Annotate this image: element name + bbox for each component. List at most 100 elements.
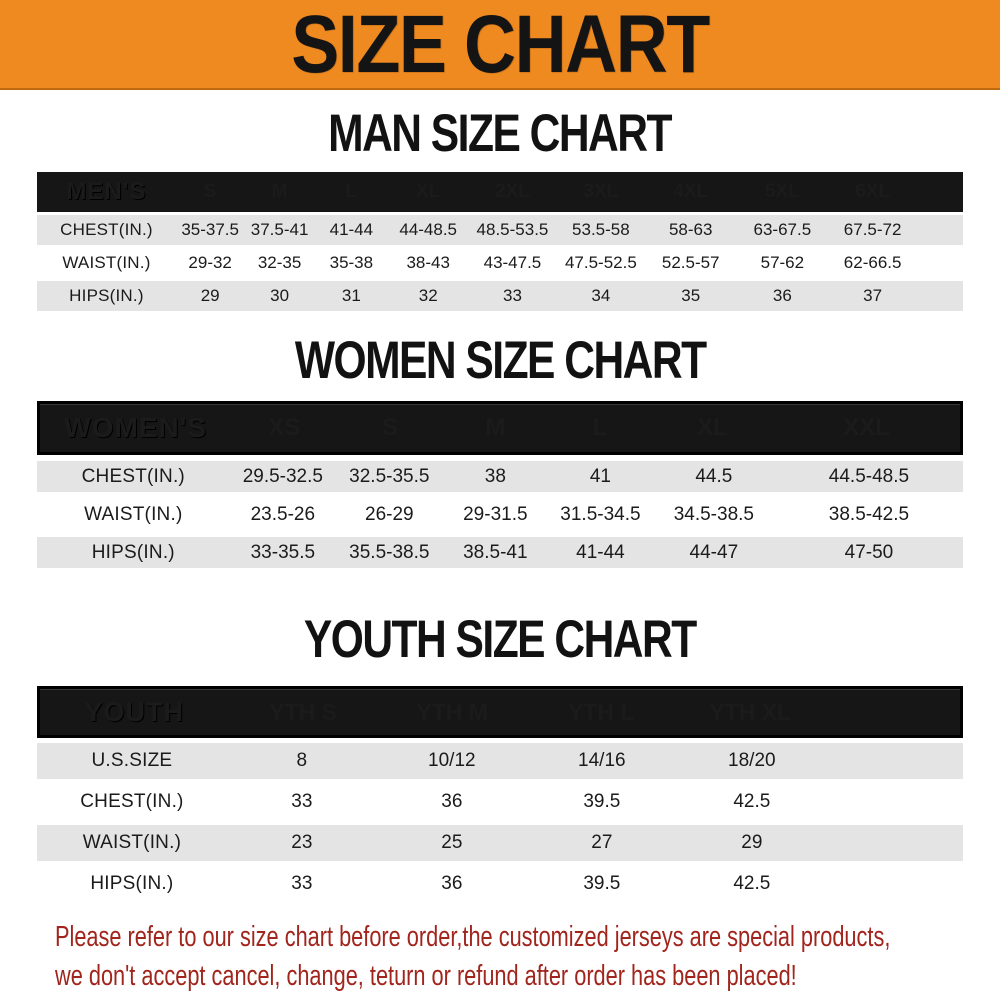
women-header-label: WOMEN'S xyxy=(64,412,208,443)
men-row-2-value-4: 33 xyxy=(502,286,522,305)
men-table-header: MEN'S S M L XL 2XL 3XL 4XL 5XL 6XL xyxy=(37,172,963,212)
women-row-1-value-0: 23.5-26 xyxy=(250,503,316,525)
women-row-0-value-5: 44.5-48.5 xyxy=(828,465,910,487)
order-policy-line-1-text: Please refer to our size chart before or… xyxy=(55,921,891,953)
men-row-1-value-4: 43-47.5 xyxy=(483,253,542,272)
women-row-2-value-2: 38.5-41 xyxy=(463,541,528,563)
men-row-2: HIPS(IN.) 29 30 31 32 33 34 35 36 37 xyxy=(37,281,963,311)
women-column-header-5: XXL xyxy=(843,414,890,441)
men-row-1-value-5: 47.5-52.5 xyxy=(564,253,637,272)
men-row-1-label: WAIST(IN.) xyxy=(62,253,151,272)
youth-row-3-label: HIPS(IN.) xyxy=(90,873,174,894)
women-row-0-label: CHEST(IN.) xyxy=(81,465,185,487)
youth-row-3-value-1: 36 xyxy=(441,873,463,894)
men-column-header-2: L xyxy=(345,181,358,202)
women-row-2-label: HIPS(IN.) xyxy=(91,541,175,563)
youth-row-0-value-2: 14/16 xyxy=(578,750,626,771)
youth-row-2: WAIST(IN.) 23 25 27 29 xyxy=(37,825,963,861)
women-row-0-value-1: 32.5-35.5 xyxy=(349,465,430,487)
women-column-header-2: M xyxy=(485,414,506,441)
youth-row-2-value-3: 29 xyxy=(741,832,763,853)
men-row-2-value-6: 35 xyxy=(681,286,701,305)
youth-row-1-value-0: 33 xyxy=(291,791,313,812)
men-row-0-value-3: 44-48.5 xyxy=(399,220,458,239)
order-policy-note: Please refer to our size chart before or… xyxy=(55,920,1000,998)
youth-row-2-value-2: 27 xyxy=(591,832,613,853)
women-row-1-value-4: 34.5-38.5 xyxy=(673,503,754,525)
youth-section-title-text: YOUTH SIZE CHART xyxy=(304,608,697,669)
women-column-header-1: S xyxy=(382,414,399,441)
women-table-header: WOMEN'S XS S M L XL XXL xyxy=(37,401,963,455)
youth-row-2-value-1: 25 xyxy=(441,832,463,853)
men-header-label: MEN'S xyxy=(66,178,147,205)
women-column-header-0: XS xyxy=(268,414,301,441)
men-row-0-value-7: 63-67.5 xyxy=(753,220,812,239)
women-row-1-value-1: 26-29 xyxy=(365,503,414,525)
men-column-header-6: 4XL xyxy=(673,181,709,202)
youth-row-2-label: WAIST(IN.) xyxy=(82,832,182,853)
men-row-2-value-2: 31 xyxy=(341,286,361,305)
men-row-1-value-0: 29-32 xyxy=(188,253,232,272)
women-row-0-value-0: 29.5-32.5 xyxy=(242,465,323,487)
men-column-header-4: 2XL xyxy=(495,181,530,202)
youth-row-3-value-3: 42.5 xyxy=(733,873,771,894)
women-row-0-value-2: 38 xyxy=(484,465,506,487)
women-section-title: WOMEN SIZE CHART xyxy=(0,329,1000,390)
men-section-title: MAN SIZE CHART xyxy=(0,102,1000,163)
youth-row-0-label: U.S.SIZE xyxy=(91,750,173,771)
men-row-1-value-1: 32-35 xyxy=(257,253,302,272)
youth-row-3-value-2: 39.5 xyxy=(583,873,621,894)
men-section-title-text: MAN SIZE CHART xyxy=(328,102,673,163)
men-row-0: CHEST(IN.) 35-37.5 37.5-41 41-44 44-48.5 48.5… xyxy=(37,215,963,245)
women-row-1-value-5: 38.5-42.5 xyxy=(828,503,910,525)
women-row-0-value-4: 44.5 xyxy=(695,465,733,487)
men-column-header-1: M xyxy=(271,181,288,202)
men-row-0-value-4: 48.5-53.5 xyxy=(476,220,549,239)
men-row-2-value-1: 30 xyxy=(270,286,290,305)
youth-row-3: HIPS(IN.) 33 36 39.5 42.5 xyxy=(37,866,963,902)
order-policy-line-2: we don't accept cancel, change, teturn o… xyxy=(55,959,1000,998)
youth-row-2-value-0: 23 xyxy=(291,832,313,853)
youth-column-header-2: YTH L xyxy=(567,698,635,725)
men-column-header-7: 5XL xyxy=(764,181,800,202)
men-row-1-value-7: 57-62 xyxy=(760,253,805,272)
men-row-1-value-2: 35-38 xyxy=(329,253,374,272)
youth-column-header-1: YTH M xyxy=(416,698,488,725)
men-row-2-value-7: 36 xyxy=(772,286,792,305)
men-row-1: WAIST(IN.) 29-32 32-35 35-38 38-43 43-47.5 47.… xyxy=(37,248,963,278)
women-size-table: WOMEN'S XS S M L XL XXL CHEST(IN.) 29.5-32.5 32.5… xyxy=(37,401,963,568)
youth-row-1-value-2: 39.5 xyxy=(583,791,621,812)
order-policy-line-1: Please refer to our size chart before or… xyxy=(55,920,1000,959)
women-row-0-value-3: 41 xyxy=(589,465,611,487)
youth-row-0: U.S.SIZE 8 10/12 14/16 18/20 xyxy=(37,743,963,779)
men-column-header-8: 6XL xyxy=(855,181,891,202)
women-row-1: WAIST(IN.) 23.5-26 26-29 29-31.5 31.5-34.5 34… xyxy=(37,499,963,530)
women-row-2-value-0: 33-35.5 xyxy=(250,541,316,563)
women-row-0: CHEST(IN.) 29.5-32.5 32.5-35.5 38 41 44.5 44.5… xyxy=(37,461,963,492)
men-row-2-value-5: 34 xyxy=(591,286,611,305)
youth-column-header-0: YTH S xyxy=(269,698,337,725)
men-row-2-value-8: 37 xyxy=(863,286,883,305)
women-section: WOMEN SIZE CHART WOMEN'S XS S M L XL XXL CHEST(… xyxy=(0,329,1000,568)
youth-header-label: YOUTH xyxy=(84,696,185,727)
women-row-2-value-5: 47-50 xyxy=(844,541,894,563)
men-row-2-value-0: 29 xyxy=(200,286,220,305)
women-row-2-value-3: 41-44 xyxy=(576,541,625,563)
women-row-1-label: WAIST(IN.) xyxy=(84,503,183,525)
men-size-table: MEN'S S M L XL 2XL 3XL 4XL 5XL 6XL CHEST(IN.) 35-37… xyxy=(37,172,963,311)
men-column-header-0: S xyxy=(203,181,217,202)
women-row-1-value-3: 31.5-34.5 xyxy=(560,503,641,525)
youth-size-table: YOUTH YTH S YTH M YTH L YTH XL U.S.SIZE 8 10/12… xyxy=(37,686,963,902)
women-section-title-text: WOMEN SIZE CHART xyxy=(294,329,707,390)
men-row-0-value-1: 37.5-41 xyxy=(250,220,309,239)
order-policy-line-2-text: we don't accept cancel, change, teturn o… xyxy=(55,960,797,992)
women-column-header-3: L xyxy=(592,414,608,441)
women-row-2-value-1: 35.5-38.5 xyxy=(349,541,430,563)
youth-row-1-label: CHEST(IN.) xyxy=(80,791,184,812)
women-row-2: HIPS(IN.) 33-35.5 35.5-38.5 38.5-41 41-44 44-… xyxy=(37,537,963,568)
men-row-0-value-6: 58-63 xyxy=(668,220,713,239)
men-row-0-value-0: 35-37.5 xyxy=(181,220,239,239)
men-row-1-value-3: 38-43 xyxy=(406,253,450,272)
youth-row-3-value-0: 33 xyxy=(291,873,313,894)
